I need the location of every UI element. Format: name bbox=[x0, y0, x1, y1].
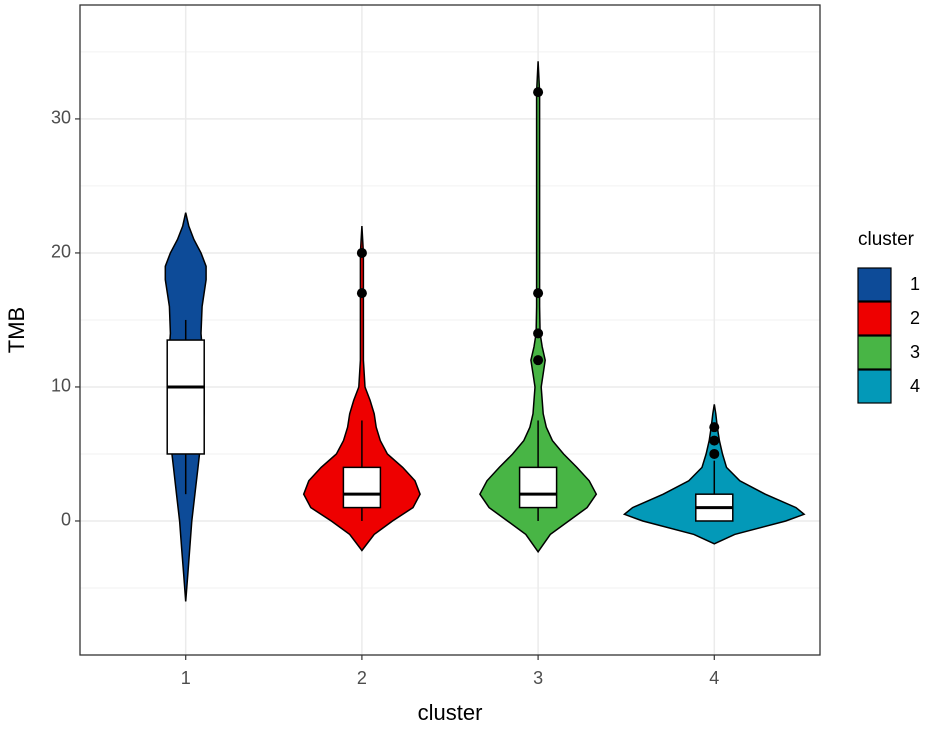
violin bbox=[479, 61, 598, 554]
legend-label: 3 bbox=[910, 342, 920, 362]
outlier bbox=[356, 288, 367, 299]
panel-border bbox=[79, 4, 821, 656]
y-tick-label: 20 bbox=[51, 242, 71, 262]
outlier bbox=[709, 422, 720, 433]
legend-key bbox=[857, 335, 892, 370]
x-tick-label: 2 bbox=[357, 668, 367, 688]
box bbox=[342, 466, 382, 509]
outlier bbox=[533, 87, 544, 98]
outlier bbox=[533, 355, 544, 366]
outlier bbox=[709, 435, 720, 446]
x-tick-label: 1 bbox=[181, 668, 191, 688]
x-tick-label: 3 bbox=[533, 668, 543, 688]
y-axis-label: TMB bbox=[4, 307, 29, 353]
legend-label: 2 bbox=[910, 308, 920, 328]
outlier bbox=[709, 448, 720, 459]
legend-title: cluster bbox=[858, 229, 915, 250]
box bbox=[166, 339, 205, 455]
y-tick-label: 30 bbox=[51, 108, 71, 128]
violin bbox=[302, 226, 421, 552]
y-tick-label: 10 bbox=[51, 376, 71, 396]
legend-label: 1 bbox=[910, 274, 920, 294]
legend-label: 4 bbox=[910, 376, 920, 396]
outlier bbox=[356, 247, 367, 258]
legend-key bbox=[857, 301, 892, 336]
x-tick-label: 4 bbox=[709, 668, 719, 688]
legend-key bbox=[857, 267, 892, 302]
y-tick-label: 0 bbox=[61, 510, 71, 530]
outlier bbox=[533, 288, 544, 299]
x-axis-label: cluster bbox=[418, 700, 483, 725]
box bbox=[518, 466, 558, 509]
legend-key bbox=[857, 369, 892, 404]
outlier bbox=[533, 328, 544, 339]
